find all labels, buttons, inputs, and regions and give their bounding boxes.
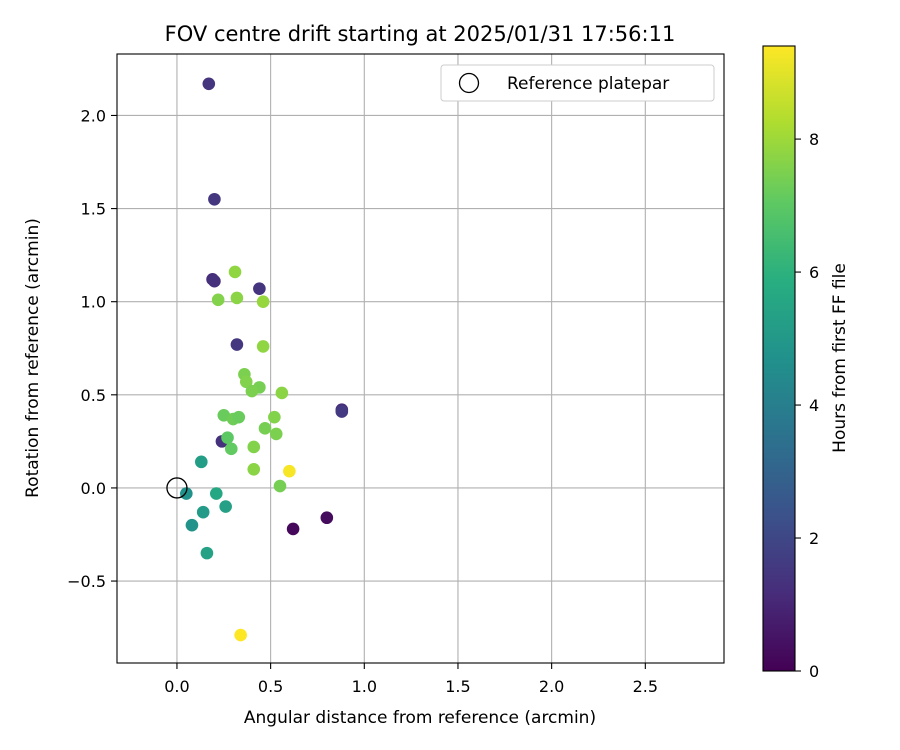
data-point [221,431,234,444]
x-axis-ticks: 0.0 0.5 1.0 1.5 2.0 2.5 [164,663,658,696]
data-point [196,505,210,519]
y-tick-label: 1.0 [81,293,106,312]
legend: Reference platepar [440,64,715,102]
data-point [283,464,296,478]
y-tick-label: 0.0 [81,479,106,498]
data-point [273,479,287,493]
y-tick-label: 2.0 [81,106,106,125]
data-point [247,440,261,454]
data-point [230,291,244,305]
data-point [195,455,208,469]
data-point [239,375,253,389]
colorbar-tick-label: 2 [809,529,819,548]
x-tick-label: 0.0 [164,677,189,696]
legend-box [440,64,715,102]
colorbar-label: Hours from first FF file [830,263,850,453]
x-tick-label: 0.5 [258,677,283,696]
data-point [256,340,270,353]
data-point [208,274,221,288]
data-point [275,386,289,400]
x-axis-label: Angular distance from reference (arcmin) [244,708,596,728]
data-point [228,265,242,279]
x-tick-label: 1.5 [445,677,470,696]
colorbar: 0 2 4 6 8 Hours from first FF file [762,45,850,681]
data-point [230,338,244,351]
data-point [209,487,223,500]
data-point [202,77,216,91]
data-point [219,500,232,513]
data-point [268,410,281,424]
y-axis-label: Rotation from reference (arcmin) [23,218,43,498]
y-tick-label: −0.5 [67,572,106,591]
data-point [208,192,221,206]
plot-frame [116,53,725,664]
legend-label: Reference platepar [507,74,669,94]
data-point [269,427,283,441]
reference-marker-layer [166,477,188,499]
x-tick-label: 1.0 [352,677,377,696]
colorbar-tick-label: 4 [809,396,819,415]
data-point [256,295,270,308]
legend-marker [458,72,480,94]
y-tick-label: 0.5 [81,386,106,405]
data-point [200,546,214,560]
colorbar-tick-label: 6 [809,263,819,282]
colorbar-ticks: 0 2 4 6 8 [795,130,819,681]
x-tick-label: 2.5 [633,677,658,696]
y-tick-label: 1.5 [81,200,106,219]
y-axis-ticks: −0.5 0.0 0.5 1.0 1.5 2.0 [67,106,117,591]
grid [117,54,724,663]
data-point [185,518,199,532]
data-point [234,628,247,642]
data-point [232,410,246,424]
reference-platepar-marker [166,477,188,499]
data-point [286,522,300,536]
data-point [245,384,259,398]
data-points [180,77,349,642]
colorbar-tick-label: 0 [809,662,819,681]
colorbar-gradient [762,45,796,672]
data-point [320,511,334,525]
data-point [253,282,266,295]
data-point [258,422,272,435]
data-point [180,487,193,500]
x-tick-label: 2.0 [539,677,564,696]
data-point [211,293,225,307]
data-point [224,442,238,456]
colorbar-tick-label: 8 [809,130,819,149]
data-point [335,405,349,418]
data-point [247,463,261,476]
chart-title: FOV centre drift starting at 2025/01/31 … [165,22,676,46]
